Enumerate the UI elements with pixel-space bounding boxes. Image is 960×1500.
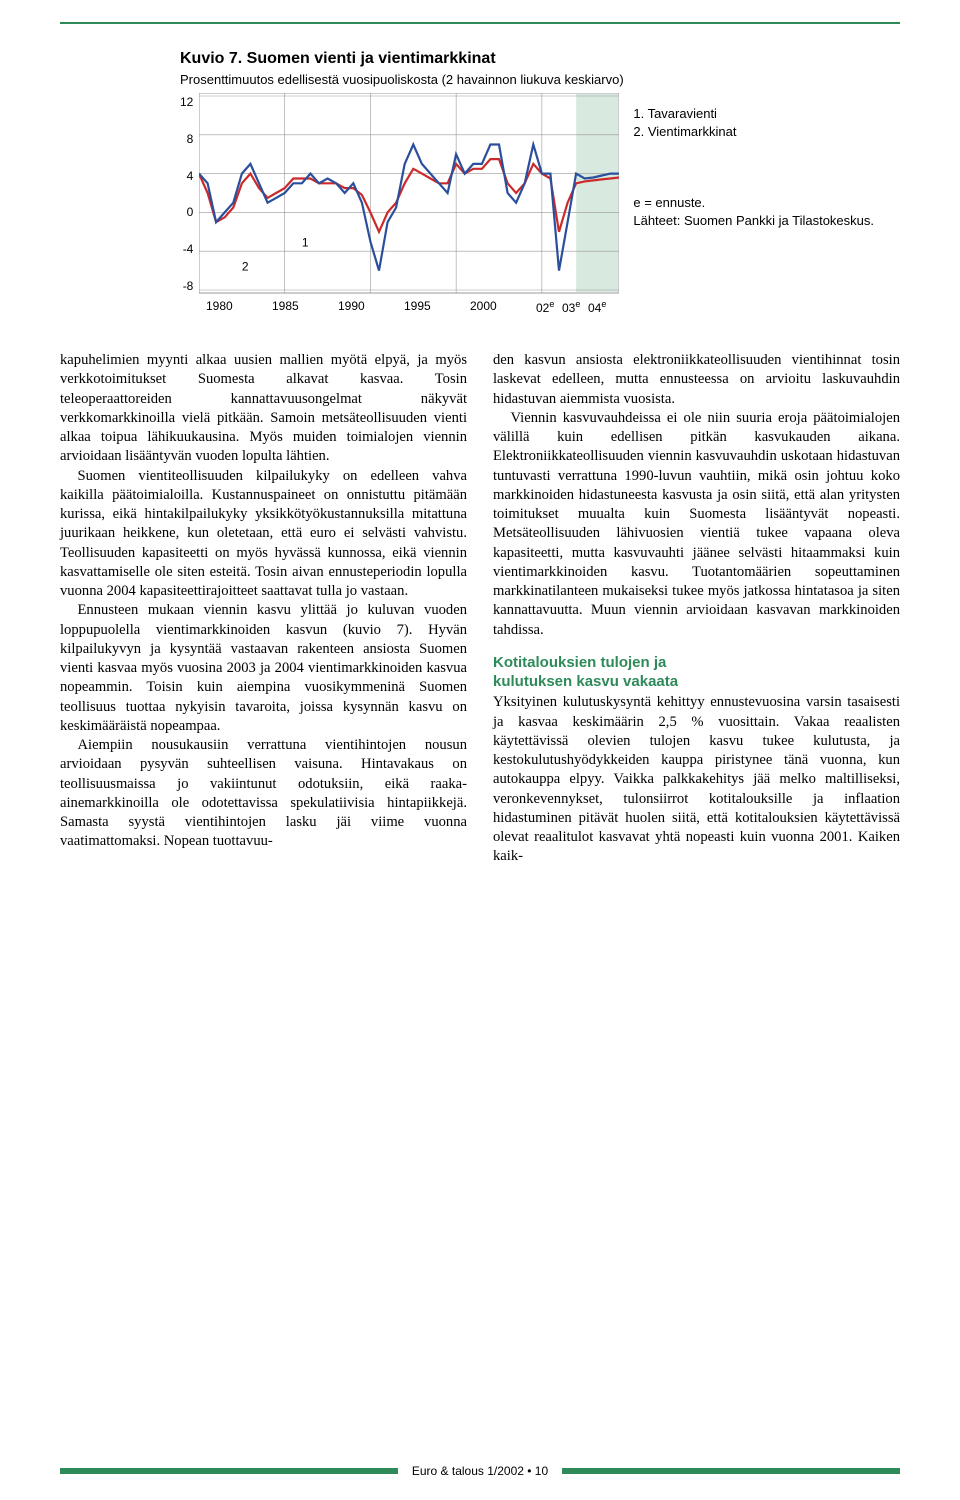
chart-title: Kuvio 7. Suomen vienti ja vientimarkkina… [180,50,900,68]
page-top-rule [60,22,900,24]
paragraph: Viennin kasvuvauhdeissa ei ole niin suur… [493,409,900,640]
x-tick: 1995 [404,299,470,315]
chart-block: Kuvio 7. Suomen vienti ja vientimarkkina… [180,50,900,315]
column-right: den kasvun ansiosta elektroniikkateollis… [493,351,900,867]
paragraph: Ennusteen mukaan viennin kasvu ylittää j… [60,601,467,736]
svg-text:1: 1 [302,235,309,249]
paragraph: Yksityinen kulutuskysyntä kehittyy ennus… [493,693,900,866]
footer-rule-left [60,1468,398,1474]
page-footer: Euro & talous 1/2002 • 10 [60,1464,900,1478]
paragraph: kapuhelimien myynti alkaa uusien mallien… [60,351,467,467]
y-axis-labels: 12 8 4 0 -4 -8 [180,93,193,293]
paragraph: den kasvun ansiosta elektroniikkateollis… [493,351,900,409]
x-tick: 1980 [206,299,272,315]
footer-rule-right [562,1468,900,1474]
chart-subtitle: Prosenttimuutos edellisestä vuosipuolisk… [180,72,900,87]
x-tick: 1990 [338,299,404,315]
column-left: kapuhelimien myynti alkaa uusien mallien… [60,351,467,867]
y-tick: -8 [183,279,194,293]
paragraph: Aiempiin nousukausiin verrattuna vientih… [60,736,467,852]
x-axis-labels: 1980198519901995200002e03e04e [206,299,900,315]
paragraph: Suomen vientiteollisuuden kilpailukyky o… [60,467,467,602]
legend-item-2: 2. Vientimarkkinat [633,123,874,141]
y-tick: -4 [183,242,194,256]
footnote-e: e = ennuste. [633,194,874,212]
chart-legend: 1. Tavaravienti 2. Vientimarkkinat e = e… [633,93,874,229]
y-tick: 0 [187,205,194,219]
heading-line: kulutuksen kasvu vakaata [493,673,678,690]
heading-line: Kotitalouksien tulojen ja [493,654,666,671]
x-tick: 02e [536,299,562,315]
footer-text: Euro & talous 1/2002 • 10 [398,1464,562,1478]
y-tick: 4 [187,169,194,183]
x-tick: 04e [588,299,614,315]
x-tick: 1985 [272,299,338,315]
y-tick: 12 [180,95,193,109]
y-tick: 8 [187,132,194,146]
x-tick: 03e [562,299,588,315]
chart-source: Lähteet: Suomen Pankki ja Tilastokeskus. [633,212,874,230]
chart-plot: 12 [199,93,619,299]
legend-item-1: 1. Tavaravienti [633,105,874,123]
section-heading: Kotitalouksien tulojen ja kulutuksen kas… [493,654,900,692]
x-tick: 2000 [470,299,536,315]
body-columns: kapuhelimien myynti alkaa uusien mallien… [60,351,900,867]
svg-text:2: 2 [242,260,249,274]
